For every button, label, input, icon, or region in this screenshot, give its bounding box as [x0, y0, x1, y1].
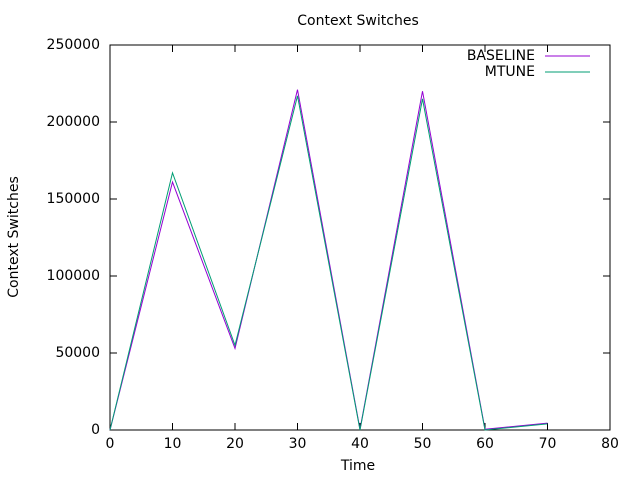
x-tick-label: 40	[351, 436, 369, 452]
legend-label: MTUNE	[485, 64, 535, 80]
x-axis-label: Time	[340, 458, 375, 474]
y-tick-label: 150000	[47, 191, 100, 207]
x-tick-label: 0	[106, 436, 115, 452]
y-axis-label: Context Switches	[6, 176, 22, 298]
chart-title: Context Switches	[297, 13, 419, 29]
y-tick-label: 200000	[47, 114, 100, 130]
x-tick-label: 60	[476, 436, 494, 452]
x-tick-label: 80	[601, 436, 619, 452]
series-line	[109, 95, 548, 431]
x-tick-label: 50	[414, 436, 432, 452]
x-tick-label: 10	[164, 436, 182, 452]
y-tick-label: 250000	[47, 37, 100, 53]
y-tick-label: 50000	[55, 345, 100, 361]
x-tick-label: 30	[289, 436, 307, 452]
x-tick-label: 20	[226, 436, 244, 452]
y-tick-label: 0	[91, 422, 100, 438]
y-tick-label: 100000	[47, 268, 100, 284]
legend-label: BASELINE	[467, 48, 535, 64]
x-tick-label: 70	[539, 436, 557, 452]
